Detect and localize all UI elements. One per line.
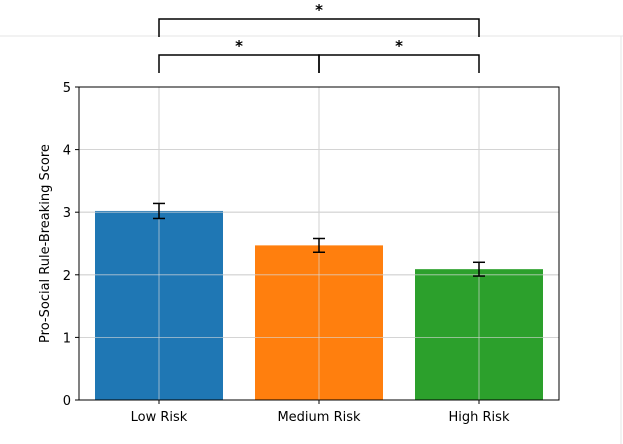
y-axis-label: Pro-Social Rule-Breaking Score (38, 144, 53, 343)
significance-brackets: * * * (158, 1, 480, 73)
significance-star: * (315, 1, 323, 19)
significance-bracket (318, 54, 480, 73)
error-bars (153, 202, 485, 277)
x-tick-label: Low Risk (131, 410, 188, 425)
y-tick-label: 3 (63, 206, 71, 221)
y-axis-ticks: 0 1 2 3 4 5 (63, 81, 79, 409)
y-tick-label: 5 (63, 81, 71, 96)
x-axis-ticks: Low Risk Medium Risk High Risk (131, 400, 510, 425)
significance-bracket (158, 54, 320, 73)
x-tick-label: High Risk (449, 410, 510, 425)
y-tick-label: 2 (63, 269, 71, 284)
y-tick-label: 4 (63, 144, 71, 159)
y-tick-label: 1 (63, 331, 71, 346)
significance-star: * (235, 37, 243, 55)
significance-star: * (395, 37, 403, 55)
significance-bracket (158, 18, 480, 37)
x-tick-label: Medium Risk (277, 410, 361, 425)
y-tick-label: 0 (63, 394, 71, 409)
